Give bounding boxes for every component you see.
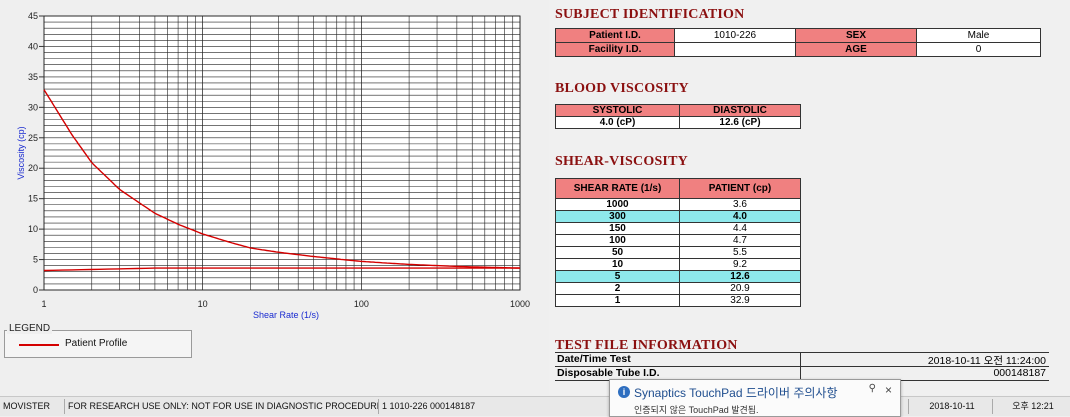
- search-icon[interactable]: ⚲: [868, 383, 876, 394]
- y-tick-label: 5: [33, 255, 38, 265]
- shear-rate-cell: 100: [555, 234, 680, 247]
- sex-value: Male: [916, 28, 1041, 43]
- touchpad-notification[interactable]: i Synaptics TouchPad 드라이버 주의사항 ⚲ × 인증되지 …: [609, 379, 901, 417]
- shear-rate-cell: 300: [555, 210, 680, 223]
- subject-title: SUBJECT IDENTIFICATION: [555, 7, 745, 22]
- sex-label: SEX: [795, 28, 917, 43]
- patient-cp-cell: 4.7: [679, 234, 801, 247]
- patient-cp-cell: 4.4: [679, 222, 801, 235]
- x-tick-label: 100: [354, 299, 369, 309]
- status-time: 오후 12:21: [992, 399, 1070, 414]
- test-file-table: Date/Time Test 2018-10-11 오전 11:24:00 Di…: [555, 352, 1049, 381]
- tube-label: Disposable Tube I.D.: [557, 367, 660, 379]
- legend-entry: Patient Profile: [65, 338, 128, 349]
- blood-viscosity-table: SYSTOLIC DIASTOLIC 4.0 (cP) 12.6 (cP): [555, 104, 801, 129]
- series-line-1: [43, 267, 520, 272]
- table-row: 5 12.6: [555, 270, 801, 283]
- table-row: 150 4.4: [555, 222, 801, 235]
- age-label: AGE: [795, 42, 917, 57]
- info-icon: i: [618, 386, 630, 398]
- shear-rate-cell: 150: [555, 222, 680, 235]
- shear-viscosity-title: SHEAR-VISCOSITY: [555, 154, 688, 169]
- series-line-0: [43, 89, 521, 269]
- legend-title: LEGEND: [7, 323, 53, 334]
- systolic-label: SYSTOLIC: [555, 104, 680, 117]
- y-tick-label: 20: [28, 163, 38, 173]
- shear-rate-cell: 1000: [555, 198, 680, 211]
- table-row: 100 4.7: [555, 234, 801, 247]
- datetime-value: 2018-10-11 오전 11:24:00: [927, 355, 1046, 367]
- patient-id-value: 1010-226: [674, 28, 796, 43]
- shear-viscosity-table: SHEAR RATE (1/s) PATIENT (cp) 1000 3.6 300…: [555, 178, 801, 307]
- facility-id-value: [674, 42, 796, 57]
- facility-id-label: Facility I.D.: [555, 42, 675, 57]
- shear-rate-header: SHEAR RATE (1/s): [555, 178, 680, 199]
- shear-rate-cell: 10: [555, 258, 680, 271]
- table-row: 50 5.5: [555, 246, 801, 259]
- status-app-name: MOVISTER: [3, 401, 51, 411]
- y-tick-label: 25: [28, 133, 38, 143]
- shear-rate-cell: 50: [555, 246, 680, 259]
- y-tick-label: 10: [28, 224, 38, 234]
- tube-value: 000148187: [993, 367, 1046, 379]
- y-tick-label: 0: [33, 285, 38, 295]
- patient-cp-header: PATIENT (cp): [679, 178, 801, 199]
- table-row: 1000 3.6: [555, 198, 801, 211]
- viscosity-chart: 0 5 10 15 20 25 30 35 40 45 1 10 100 1000 Shear Rate (…: [0, 0, 548, 325]
- x-axis-label: Shear Rate (1/s): [253, 310, 319, 320]
- shear-rate-cell: 1: [555, 294, 680, 307]
- close-icon[interactable]: ×: [884, 383, 892, 397]
- x-tick-label: 1000: [510, 299, 530, 309]
- datetime-row: Date/Time Test 2018-10-11 오전 11:24:00: [555, 353, 1049, 367]
- status-date: 2018-10-11: [908, 399, 992, 414]
- systolic-value: 4.0 (cP): [555, 116, 680, 129]
- table-row: 10 9.2: [555, 258, 801, 271]
- patient-cp-cell: 9.2: [679, 258, 801, 271]
- legend-box: LEGEND Patient Profile: [4, 323, 192, 358]
- y-tick-label: 15: [28, 194, 38, 204]
- table-row: 1 32.9: [555, 294, 801, 307]
- shear-rate-cell: 2: [555, 282, 680, 295]
- legend-swatch: [19, 344, 59, 346]
- datetime-label: Date/Time Test: [557, 353, 631, 365]
- subject-table: Patient I.D. 1010-226 SEX Male Facility …: [555, 28, 1041, 57]
- y-tick-label: 45: [28, 11, 38, 21]
- patient-cp-cell: 20.9: [679, 282, 801, 295]
- x-tick-label: 10: [198, 299, 208, 309]
- patient-id-label: Patient I.D.: [555, 28, 675, 43]
- x-tick-label: 1: [41, 299, 46, 309]
- status-disclaimer: FOR RESEARCH USE ONLY: NOT FOR USE IN DI…: [64, 399, 378, 414]
- patient-cp-cell: 32.9: [679, 294, 801, 307]
- test-file-title: TEST FILE INFORMATION: [555, 338, 738, 353]
- age-value: 0: [916, 42, 1041, 57]
- shear-rate-cell: 5: [555, 270, 680, 283]
- y-tick-label: 40: [28, 41, 38, 51]
- notification-body: 인증되지 않은 TouchPad 발견됨.: [634, 405, 759, 415]
- results-panel: SUBJECT IDENTIFICATION Patient I.D. 1010…: [549, 0, 1070, 395]
- blood-viscosity-title: BLOOD VISCOSITY: [555, 81, 689, 96]
- chart-svg: 0 5 10 15 20 25 30 35 40 45 1 10 100 1000 Shear Rate (…: [16, 11, 530, 320]
- y-tick-label: 35: [28, 72, 38, 82]
- table-row: 2 20.9: [555, 282, 801, 295]
- patient-cp-cell: 3.6: [679, 198, 801, 211]
- plot-area: [43, 15, 521, 291]
- y-tick-label: 30: [28, 102, 38, 112]
- status-bar: MOVISTER FOR RESEARCH USE ONLY: NOT FOR …: [0, 396, 1070, 416]
- y-axis-label: Viscosity (cp): [16, 126, 26, 179]
- diastolic-value: 12.6 (cP): [679, 116, 801, 129]
- patient-cp-cell: 4.0: [679, 210, 801, 223]
- patient-cp-cell: 12.6: [679, 270, 801, 283]
- table-row: 300 4.0: [555, 210, 801, 223]
- patient-cp-cell: 5.5: [679, 246, 801, 259]
- notification-title: Synaptics TouchPad 드라이버 주의사항: [634, 386, 838, 400]
- diastolic-label: DIASTOLIC: [679, 104, 801, 117]
- status-record: 1 1010-226 000148187: [378, 399, 608, 414]
